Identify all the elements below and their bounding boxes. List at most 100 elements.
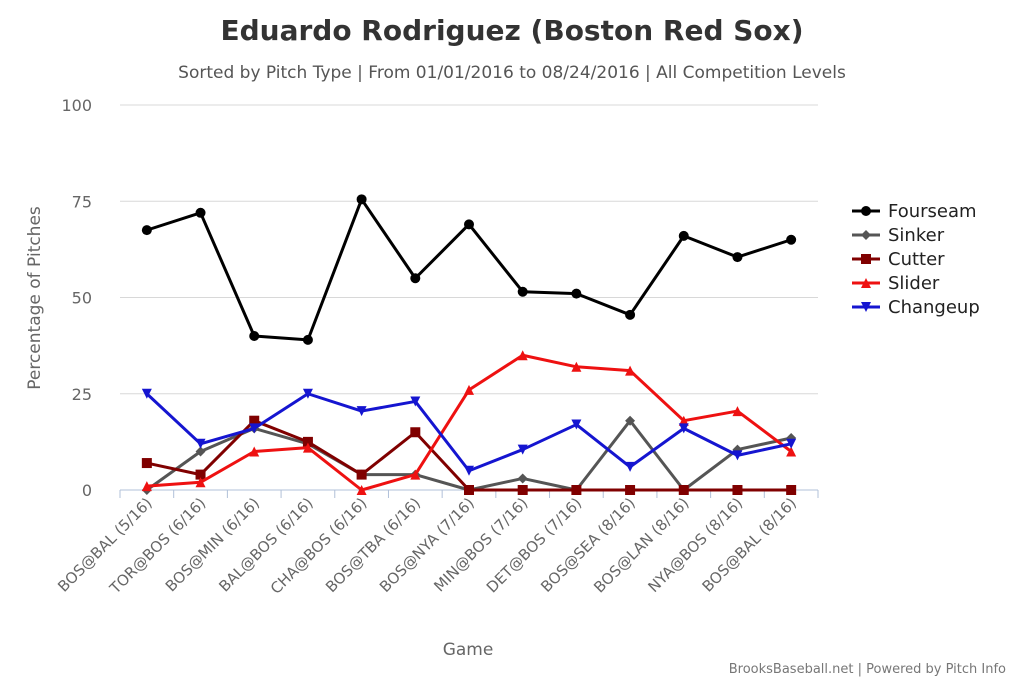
data-point-changeup [195, 438, 206, 449]
y-axis-title: Percentage of Pitches [25, 206, 45, 390]
data-point-cutter [678, 485, 689, 495]
series-changeup [141, 388, 797, 476]
data-point-cutter [517, 485, 528, 495]
data-point-cutter [356, 469, 367, 480]
x-tick-label: BOS@BAL (8/16) [699, 494, 800, 595]
data-point-fourseam [356, 194, 367, 205]
data-point-changeup [302, 388, 313, 399]
data-point-cutter [302, 436, 313, 447]
data-point-fourseam [786, 234, 797, 245]
data-point-slider [141, 481, 152, 492]
legend-swatch-marker [861, 230, 871, 240]
legend-swatch-marker [861, 302, 871, 312]
y-tick-label: 100 [61, 96, 92, 115]
data-point-changeup [786, 438, 797, 449]
data-point-changeup [356, 406, 367, 417]
data-point-slider [410, 469, 421, 480]
data-point-cutter [141, 458, 152, 469]
data-point-cutter [786, 485, 797, 495]
legend-item-changeup[interactable]: Changeup [852, 297, 980, 318]
x-tick-label: BOS@TBA (6/16) [322, 494, 424, 596]
data-point-cutter [195, 469, 206, 480]
x-tick-label: CHA@BOS (6/16) [267, 494, 371, 598]
legend-item-sinker[interactable]: Sinker [852, 225, 945, 246]
data-point-slider [464, 384, 474, 395]
x-tick-label: DET@BOS (7/16) [483, 494, 585, 596]
data-point-fourseam [410, 273, 421, 284]
data-point-changeup [625, 461, 636, 472]
x-tick-label: MIN@BOS (7/16) [430, 494, 531, 595]
legend-swatch-marker [861, 278, 871, 288]
legend-label: Changeup [888, 297, 980, 318]
x-tick-label: BOS@LAN (8/16) [590, 494, 692, 596]
data-point-sinker [195, 446, 206, 457]
x-axis-title: Game [443, 640, 494, 660]
data-point-cutter [464, 485, 474, 495]
data-point-slider [517, 350, 528, 361]
data-point-slider [195, 477, 206, 488]
data-point-slider [356, 485, 367, 495]
data-point-fourseam [571, 288, 582, 299]
x-tick-label: NYA@BOS (8/16) [644, 494, 746, 596]
series-sinker [141, 415, 797, 495]
y-tick-label: 25 [72, 385, 92, 404]
data-point-cutter [571, 485, 582, 495]
data-point-cutter [249, 415, 260, 426]
legend-item-cutter[interactable]: Cutter [852, 249, 945, 270]
data-point-cutter [410, 427, 421, 438]
data-point-slider [571, 361, 582, 372]
legend: Fourseam Sinker Cutter Slider Changeup [852, 201, 980, 318]
data-point-sinker [625, 415, 636, 426]
data-point-fourseam [464, 219, 474, 230]
series-cutter [141, 415, 797, 495]
data-point-changeup [464, 465, 474, 476]
x-tick-label: BOS@SEA (8/16) [537, 494, 639, 596]
legend-swatch-marker [861, 206, 871, 216]
chart-subtitle: Sorted by Pitch Type | From 01/01/2016 t… [178, 63, 846, 83]
data-point-changeup [517, 444, 528, 455]
legend-label: Slider [888, 273, 940, 294]
data-point-slider [249, 446, 260, 457]
x-tick-label: BAL@BOS (6/16) [215, 494, 316, 595]
data-point-changeup [678, 423, 689, 434]
data-point-fourseam [141, 225, 152, 236]
x-tick-label: BOS@MIN (6/16) [162, 494, 263, 595]
x-axis: BOS@BAL (5/16)TOR@BOS (6/16)BOS@MIN (6/1… [54, 489, 819, 598]
series-fourseam [141, 194, 797, 345]
data-point-changeup [732, 450, 743, 461]
data-point-fourseam [517, 286, 528, 297]
data-point-cutter [732, 485, 743, 495]
data-point-changeup [571, 419, 582, 430]
data-point-cutter [625, 485, 636, 495]
legend-label: Sinker [888, 225, 945, 246]
data-point-slider [732, 406, 743, 417]
y-tick-label: 50 [72, 289, 92, 308]
series-layer [141, 194, 797, 495]
series-slider [141, 350, 797, 495]
legend-item-slider[interactable]: Slider [852, 273, 940, 294]
data-point-slider [625, 365, 636, 376]
data-point-fourseam [678, 230, 689, 241]
data-point-sinker [517, 473, 528, 484]
gridlines [120, 104, 818, 491]
legend-label: Fourseam [888, 201, 977, 222]
y-tick-label: 0 [82, 481, 92, 500]
chart-title: Eduardo Rodriguez (Boston Red Sox) [220, 14, 803, 47]
legend-swatch-marker [861, 254, 871, 264]
y-tick-label: 75 [72, 192, 92, 211]
data-point-fourseam [625, 309, 636, 320]
y-axis-ticks: 0 25 50 75 100 [61, 96, 92, 500]
data-point-fourseam [302, 334, 313, 345]
data-point-changeup [249, 423, 260, 434]
x-tick-label: TOR@BOS (6/16) [105, 494, 209, 598]
credits[interactable]: BrooksBaseball.net | Powered by Pitch In… [729, 662, 1006, 677]
legend-item-fourseam[interactable]: Fourseam [852, 201, 977, 222]
x-tick-label: BOS@NYA (7/16) [376, 494, 478, 596]
data-point-changeup [410, 396, 421, 407]
data-point-slider [678, 415, 689, 426]
legend-label: Cutter [888, 249, 945, 270]
x-tick-label: BOS@BAL (5/16) [54, 494, 155, 595]
data-point-changeup [141, 388, 152, 399]
data-point-fourseam [249, 331, 260, 341]
